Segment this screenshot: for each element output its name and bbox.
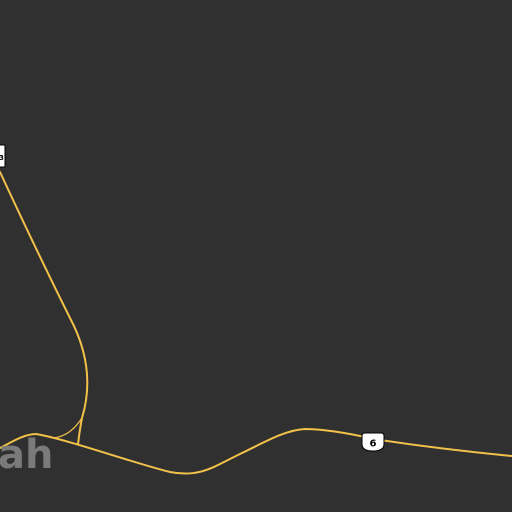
us-6-highway-road[interactable]: [0, 427, 512, 475]
us-highway-shield-icon: 6: [361, 432, 385, 452]
us-6-shield-label: 6: [370, 439, 377, 450]
route-shield-label: 3: [0, 154, 4, 162]
route-shield-icon: 3: [0, 144, 6, 168]
junction-ramp[interactable]: [53, 417, 83, 439]
highway-north-road[interactable]: [0, 171, 89, 445]
place-label: ah: [0, 432, 53, 478]
